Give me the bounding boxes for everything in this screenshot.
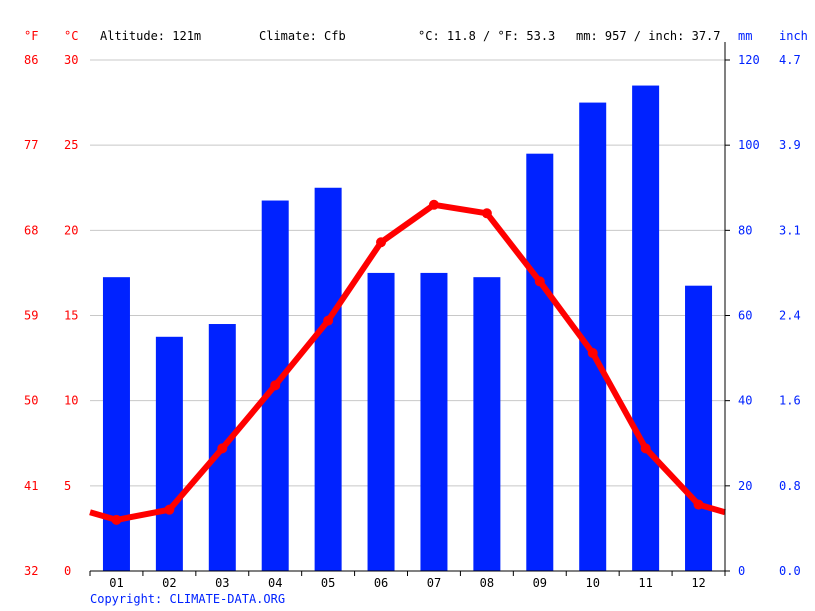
temperature-point — [693, 499, 704, 510]
month-tick-label: 08 — [480, 576, 494, 590]
month-tick-label: 01 — [109, 576, 123, 590]
celsius-tick-label: 30 — [64, 53, 78, 67]
mm-tick-label: 100 — [738, 138, 760, 152]
temperature-point — [376, 237, 387, 248]
temperature-point — [534, 276, 545, 287]
temperature-point — [270, 380, 281, 391]
climate-label: Climate: Cfb — [259, 29, 346, 43]
precipitation-bar — [420, 272, 448, 571]
mm-tick-label: 40 — [738, 394, 752, 408]
celsius-tick-label: 20 — [64, 223, 78, 237]
temperature-point — [164, 504, 175, 515]
temperature-line — [89, 201, 726, 523]
month-tick-label: 04 — [268, 576, 282, 590]
precipitation-bar — [632, 85, 660, 572]
temperature-average-label: °C: 11.8 / °F: 53.3 — [418, 29, 555, 43]
month-tick-label: 07 — [427, 576, 441, 590]
inch-tick-label: 4.7 — [779, 53, 801, 67]
month-tick-label: 10 — [585, 576, 599, 590]
inch-tick-label: 1.6 — [779, 394, 801, 408]
fahrenheit-tick-label: 59 — [24, 309, 38, 323]
month-tick-label: 03 — [215, 576, 229, 590]
precipitation-bar — [314, 187, 342, 571]
fahrenheit-tick-label: 77 — [24, 138, 38, 152]
celsius-tick-label: 15 — [64, 309, 78, 323]
fahrenheit-unit-label: °F — [24, 29, 38, 43]
celsius-tick-label: 25 — [64, 138, 78, 152]
copyright-link[interactable]: Copyright: CLIMATE-DATA.ORG — [90, 592, 285, 606]
month-tick-label: 09 — [533, 576, 547, 590]
month-tick-label: 05 — [321, 576, 335, 590]
fahrenheit-tick-label: 68 — [24, 223, 38, 237]
fahrenheit-tick-label: 86 — [24, 53, 38, 67]
celsius-tick-label: 10 — [64, 394, 78, 408]
fahrenheit-tick-label: 32 — [24, 564, 38, 578]
temperature-point — [428, 199, 439, 210]
inch-tick-label: 2.4 — [779, 309, 801, 323]
temperature-point — [217, 443, 228, 454]
mm-tick-label: 20 — [738, 479, 752, 493]
temperature-point — [481, 208, 492, 219]
altitude-label: Altitude: 121m — [100, 29, 201, 43]
fahrenheit-tick-label: 50 — [24, 394, 38, 408]
mm-tick-label: 120 — [738, 53, 760, 67]
inch-tick-label: 3.1 — [779, 223, 801, 237]
temperature-point — [587, 347, 598, 358]
month-tick-label: 12 — [691, 576, 705, 590]
mm-tick-label: 0 — [738, 564, 745, 578]
month-tick-label: 06 — [374, 576, 388, 590]
mm-tick-label: 60 — [738, 309, 752, 323]
precipitation-bar — [367, 272, 395, 571]
temperature-point — [640, 443, 651, 454]
mm-tick-label: 80 — [738, 223, 752, 237]
celsius-tick-label: 5 — [64, 479, 71, 493]
precipitation-bar — [102, 277, 130, 571]
temperature-point — [323, 315, 334, 326]
inch-tick-label: 0.8 — [779, 479, 801, 493]
mm-unit-label: mm — [738, 29, 752, 43]
precipitation-bar — [685, 285, 713, 571]
month-tick-label: 02 — [162, 576, 176, 590]
precipitation-bar — [155, 336, 183, 571]
fahrenheit-tick-label: 41 — [24, 479, 38, 493]
precipitation-bar — [526, 153, 554, 571]
precipitation-bar — [473, 277, 501, 571]
celsius-tick-label: 0 — [64, 564, 71, 578]
inch-tick-label: 0.0 — [779, 564, 801, 578]
inch-unit-label: inch — [779, 29, 808, 43]
celsius-unit-label: °C — [64, 29, 78, 43]
temperature-point — [111, 514, 122, 525]
inch-tick-label: 3.9 — [779, 138, 801, 152]
precipitation-total-label: mm: 957 / inch: 37.7 — [576, 29, 721, 43]
month-tick-label: 11 — [638, 576, 652, 590]
